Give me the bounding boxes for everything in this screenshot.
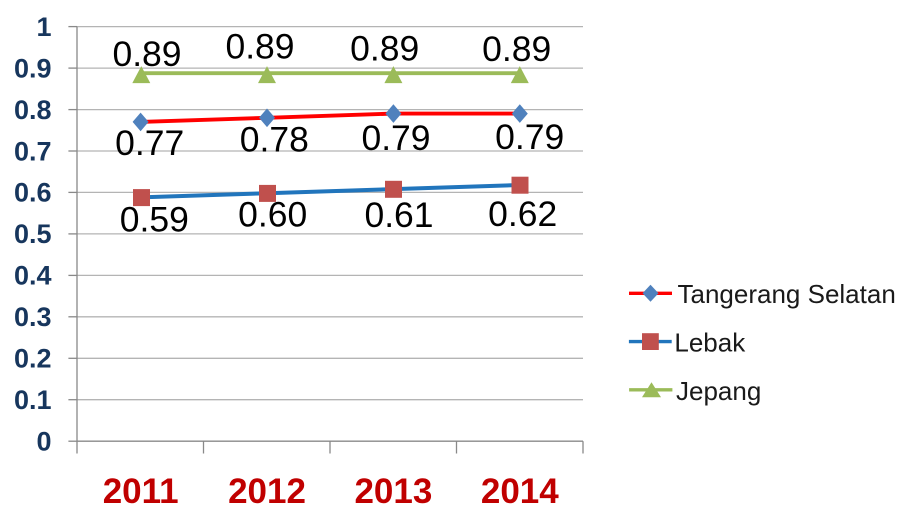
svg-text:0.7: 0.7	[14, 136, 52, 166]
svg-text:0.89: 0.89	[482, 29, 551, 69]
svg-text:0.59: 0.59	[120, 199, 189, 239]
svg-text:0.62: 0.62	[488, 194, 557, 234]
svg-text:Jepang: Jepang	[676, 376, 761, 406]
svg-text:0.3: 0.3	[14, 302, 52, 332]
svg-text:Tangerang Selatan: Tangerang Selatan	[678, 279, 896, 309]
svg-text:0.77: 0.77	[115, 123, 184, 163]
svg-text:0.4: 0.4	[14, 261, 52, 291]
svg-text:0.89: 0.89	[350, 28, 419, 68]
svg-text:2012: 2012	[228, 472, 306, 511]
svg-text:2011: 2011	[103, 472, 179, 511]
svg-text:0.89: 0.89	[225, 27, 294, 67]
svg-text:0.79: 0.79	[495, 117, 564, 157]
svg-text:0.5: 0.5	[14, 219, 52, 249]
svg-text:1: 1	[36, 12, 51, 42]
svg-text:0: 0	[36, 427, 51, 457]
svg-text:0.78: 0.78	[240, 120, 309, 160]
svg-text:0.61: 0.61	[364, 195, 433, 235]
svg-text:0.6: 0.6	[14, 178, 52, 208]
svg-text:2013: 2013	[354, 472, 432, 511]
svg-text:0.79: 0.79	[361, 118, 430, 158]
svg-text:Lebak: Lebak	[674, 328, 746, 358]
svg-text:0.1: 0.1	[14, 385, 52, 415]
svg-text:0.60: 0.60	[238, 195, 307, 235]
svg-text:2014: 2014	[481, 472, 559, 511]
svg-text:0.9: 0.9	[14, 53, 52, 83]
svg-text:0.8: 0.8	[14, 95, 52, 125]
svg-text:0.2: 0.2	[14, 344, 52, 374]
svg-text:0.89: 0.89	[112, 34, 181, 74]
